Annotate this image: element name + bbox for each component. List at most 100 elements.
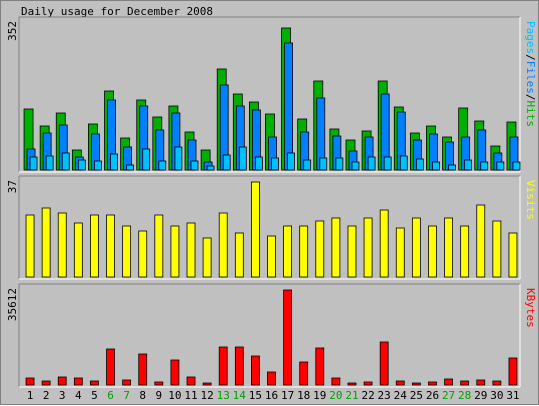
- pages-bar-24: [399, 155, 408, 171]
- pages-bar-26: [432, 161, 440, 171]
- kbytes-bar-23: [379, 341, 389, 386]
- kbytes-legend: KBytes: [524, 288, 537, 328]
- x-tick-day-11: 11: [184, 389, 197, 402]
- pages-bar-27: [448, 164, 456, 171]
- kbytes-plot: [19, 284, 520, 387]
- x-tick-day-6: 6: [107, 389, 114, 402]
- visits-bar-22: [363, 217, 373, 278]
- pages-bar-16: [271, 157, 279, 171]
- graph-title: Daily usage for December 2008: [21, 5, 214, 18]
- kbytes-bar-19: [315, 347, 325, 386]
- visits-bar-5: [90, 214, 99, 278]
- pages-bar-30: [496, 161, 505, 171]
- pages-bar-12: [206, 165, 215, 171]
- kbytes-bar-5: [90, 380, 99, 386]
- pages-bar-20: [335, 157, 344, 171]
- kbytes-bar-24: [395, 380, 405, 386]
- kbytes-bar-11: [186, 376, 196, 386]
- x-tick-day-27: 27: [442, 389, 455, 402]
- x-tick-day-29: 29: [474, 389, 487, 402]
- kbytes-bar-17: [283, 289, 292, 386]
- visits-bar-24: [395, 227, 405, 278]
- pages-bar-13: [222, 154, 231, 171]
- x-tick-day-22: 22: [361, 389, 374, 402]
- pages-bar-21: [351, 161, 360, 171]
- pages-bar-3: [61, 152, 70, 171]
- pages-bar-2: [45, 155, 54, 171]
- kbytes-bar-10: [170, 359, 180, 386]
- kbytes-axis-max-label: 35612: [6, 288, 19, 321]
- kbytes-bar-6: [106, 348, 115, 386]
- x-tick-day-5: 5: [91, 389, 98, 402]
- pages-bar-25: [415, 158, 424, 171]
- x-tick-day-1: 1: [27, 389, 34, 402]
- legend-sep-2: /: [524, 94, 537, 101]
- pages-bar-18: [303, 159, 312, 171]
- visits-bar-28: [460, 225, 470, 278]
- x-tick-day-20: 20: [329, 389, 342, 402]
- legend-pages: Pages: [524, 21, 537, 54]
- legend-sep-1: /: [524, 54, 537, 61]
- kbytes-bar-1: [25, 377, 35, 386]
- x-tick-day-8: 8: [139, 389, 146, 402]
- kbytes-bar-20: [331, 377, 341, 386]
- visits-bar-17: [283, 225, 292, 278]
- x-tick-day-14: 14: [233, 389, 247, 402]
- visits-bar-8: [138, 230, 148, 278]
- kbytes-bar-9: [154, 381, 164, 386]
- visits-bar-6: [106, 214, 115, 278]
- kbytes-bar-4: [73, 377, 83, 386]
- visits-bar-11: [186, 222, 196, 278]
- kbytes-bar-27: [444, 378, 453, 386]
- visits-bar-31: [508, 232, 518, 278]
- visits-bar-25: [411, 217, 421, 278]
- visits-axis-max-label: 37: [6, 180, 19, 193]
- kbytes-bar-12: [202, 382, 212, 386]
- x-tick-day-24: 24: [394, 389, 408, 402]
- pages-bar-1: [29, 156, 38, 171]
- kbytes-bar-13: [218, 346, 228, 386]
- x-tick-day-25: 25: [410, 389, 423, 402]
- visits-bar-4: [73, 222, 83, 278]
- visits-bar-19: [315, 220, 325, 278]
- pages-bar-7: [126, 164, 135, 171]
- visits-bar-10: [170, 225, 180, 278]
- kbytes-bar-15: [251, 355, 260, 386]
- x-tick-day-10: 10: [168, 389, 181, 402]
- visits-bar-9: [154, 214, 164, 278]
- x-tick-day-26: 26: [426, 389, 439, 402]
- kbytes-bar-21: [347, 382, 357, 386]
- x-tick-day-19: 19: [313, 389, 326, 402]
- visits-bar-30: [492, 220, 502, 278]
- legend-kbytes: KBytes: [524, 288, 537, 328]
- pages-bar-9: [158, 160, 167, 171]
- x-tick-day-17: 17: [281, 389, 294, 402]
- pages-bar-14: [238, 146, 247, 171]
- visits-bar-20: [331, 217, 341, 278]
- kbytes-bar-30: [492, 380, 502, 386]
- kbytes-bar-14: [234, 346, 244, 386]
- kbytes-bar-7: [122, 379, 132, 386]
- legend-hits: Hits: [524, 101, 537, 128]
- kbytes-bar-26: [428, 381, 437, 386]
- kbytes-bar-8: [138, 353, 148, 386]
- x-tick-day-7: 7: [123, 389, 130, 402]
- pages-bar-10: [174, 146, 183, 171]
- pages-bar-17: [287, 152, 295, 171]
- visits-bar-7: [122, 225, 132, 278]
- pages-bar-23: [383, 156, 392, 171]
- x-tick-day-30: 30: [490, 389, 503, 402]
- visits-bar-23: [379, 209, 389, 278]
- pages-bar-6: [110, 153, 118, 171]
- pages-bar-4: [77, 159, 86, 171]
- kbytes-bar-22: [363, 381, 373, 386]
- x-tick-day-9: 9: [156, 389, 163, 402]
- pages-bar-29: [480, 161, 489, 171]
- pages-bar-15: [255, 156, 263, 171]
- visits-bar-26: [428, 225, 437, 278]
- pages-bar-19: [319, 157, 328, 171]
- pages-bar-5: [94, 160, 102, 171]
- kbytes-bar-16: [267, 371, 276, 386]
